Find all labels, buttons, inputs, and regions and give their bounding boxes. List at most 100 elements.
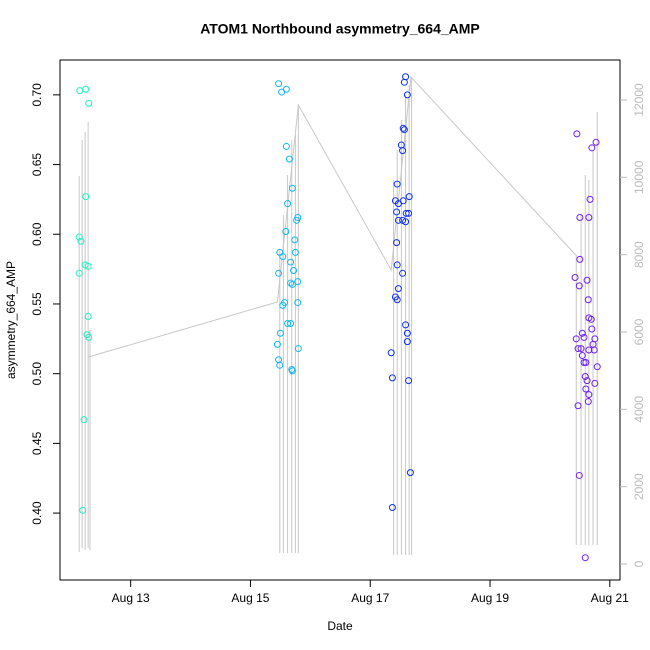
point [403, 338, 411, 346]
y-tick-label: 0.65 [30, 153, 44, 177]
point [593, 363, 601, 371]
point [399, 124, 407, 132]
y-tick-label: 0.55 [30, 292, 44, 316]
point [290, 267, 298, 275]
point [585, 391, 593, 399]
point [592, 138, 600, 146]
point [573, 130, 581, 138]
point [79, 506, 87, 514]
point [294, 345, 302, 353]
point [77, 237, 85, 245]
point [576, 255, 584, 263]
point [581, 554, 589, 562]
point [393, 180, 401, 188]
point [388, 374, 396, 382]
y-tick-label: 0.70 [30, 83, 44, 107]
y2-tick-label: 2000 [632, 473, 646, 500]
point [571, 273, 579, 281]
point [82, 85, 90, 93]
point [572, 335, 580, 343]
point [590, 346, 598, 354]
point [394, 216, 402, 224]
point [400, 126, 408, 134]
point [282, 142, 290, 150]
point [574, 345, 582, 353]
y2-tick-label: 10000 [632, 160, 646, 194]
y2-tick-label: 6000 [632, 318, 646, 345]
point [399, 197, 407, 205]
y-tick-label: 0.60 [30, 222, 44, 246]
point [402, 321, 410, 329]
point [273, 340, 281, 348]
point [580, 333, 588, 341]
point [393, 261, 401, 269]
point [287, 279, 295, 287]
y2-tick-label: 8000 [632, 241, 646, 268]
point [403, 91, 411, 99]
point [578, 329, 586, 337]
point [288, 367, 296, 375]
point [275, 80, 283, 88]
point [84, 313, 92, 321]
trend-line [88, 75, 577, 358]
point [581, 372, 589, 380]
x-tick-label: Aug 21 [591, 591, 629, 605]
point [80, 416, 88, 424]
point [281, 299, 289, 307]
point [406, 469, 414, 477]
point [279, 253, 287, 261]
point [574, 402, 582, 410]
point [288, 184, 296, 192]
point [402, 218, 410, 226]
y2-tick-label: 0 [632, 560, 646, 567]
y-tick-label: 0.40 [30, 501, 44, 525]
point [585, 346, 593, 354]
point [399, 147, 407, 155]
y-tick-label: 0.45 [30, 431, 44, 455]
point [276, 329, 284, 337]
point [393, 208, 401, 216]
y-tick-label: 0.50 [30, 362, 44, 386]
point [584, 296, 592, 304]
point [85, 99, 93, 107]
point [582, 385, 590, 393]
point [402, 209, 410, 217]
x-tick-label: Aug 17 [351, 591, 389, 605]
point [285, 155, 293, 163]
point [276, 361, 284, 369]
x-tick-label: Aug 13 [112, 591, 150, 605]
y-axis-label: asymmetry_664_AMP [4, 261, 18, 379]
point [287, 258, 295, 266]
point [84, 262, 92, 270]
point [405, 377, 413, 385]
point [75, 233, 83, 241]
x-tick-label: Aug 15 [231, 591, 269, 605]
point [575, 471, 583, 479]
point [284, 200, 292, 208]
x-tick-label: Aug 19 [471, 591, 509, 605]
point [393, 296, 401, 304]
point [575, 282, 583, 290]
point [294, 214, 302, 222]
point [588, 144, 596, 152]
point [75, 269, 83, 277]
point [388, 504, 396, 512]
point [282, 227, 290, 235]
point [405, 209, 413, 217]
point [403, 329, 411, 337]
point [584, 398, 592, 406]
point [288, 280, 296, 288]
point [394, 285, 402, 293]
point [294, 299, 302, 307]
point [591, 379, 599, 387]
plot-box [59, 59, 621, 581]
point [583, 276, 591, 284]
point [291, 248, 299, 256]
point [82, 193, 90, 201]
point [85, 333, 93, 341]
point [587, 315, 595, 323]
point [291, 236, 299, 244]
